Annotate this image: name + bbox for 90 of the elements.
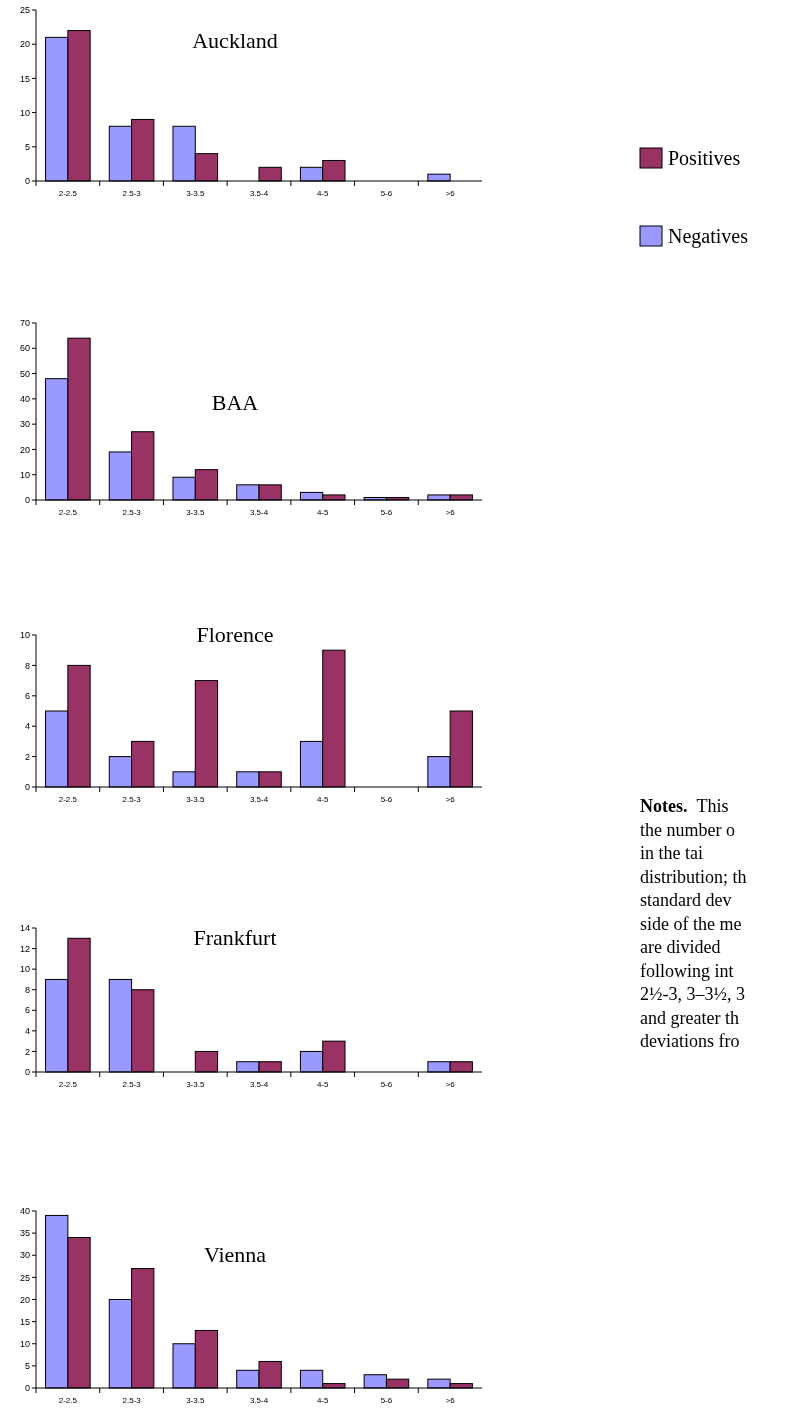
y-tick-label: 40 bbox=[19, 394, 30, 405]
y-tick-label: 8 bbox=[24, 984, 30, 995]
x-tick-label: 3.5-4 bbox=[249, 189, 269, 198]
y-tick-label: 0 bbox=[24, 782, 30, 793]
chart-title: Florence bbox=[196, 622, 274, 647]
x-tick-label: 2-2.5 bbox=[58, 795, 78, 804]
legend-label: Positives bbox=[668, 147, 741, 169]
text: distribution; th bbox=[640, 866, 747, 887]
x-tick-label: 4-5 bbox=[316, 1080, 330, 1089]
y-tick-label: 14 bbox=[19, 923, 30, 934]
x-tick-label: >6 bbox=[445, 189, 456, 198]
y-tick-label: 40 bbox=[19, 1206, 30, 1217]
text: deviations fro bbox=[640, 1031, 740, 1051]
text: and greater th bbox=[640, 1007, 739, 1028]
y-tick-label: 0 bbox=[24, 1383, 30, 1394]
text: side of the me bbox=[640, 913, 742, 934]
x-tick-label: >6 bbox=[445, 795, 456, 804]
y-tick-label: 70 bbox=[19, 318, 30, 329]
y-tick-label: 20 bbox=[19, 444, 30, 455]
x-tick-label: 2.5-3 bbox=[122, 1080, 142, 1089]
x-tick-label: 5-6 bbox=[380, 1080, 393, 1089]
y-tick-label: 12 bbox=[19, 943, 30, 954]
y-tick-label: 25 bbox=[19, 1272, 30, 1283]
x-tick-label: 2-2.5 bbox=[58, 1080, 78, 1089]
y-tick-label: 5 bbox=[24, 1361, 30, 1372]
text: are divided bbox=[640, 937, 721, 957]
y-tick-label: 25 bbox=[19, 5, 30, 16]
y-tick-label: 10 bbox=[19, 964, 30, 975]
legend-label: Negatives bbox=[668, 225, 749, 248]
text: Notes. This bbox=[640, 796, 729, 816]
y-tick-label: 4 bbox=[24, 721, 30, 732]
text: in the tai bbox=[640, 843, 703, 863]
y-tick-label: 2 bbox=[24, 751, 30, 762]
y-tick-label: 6 bbox=[24, 1005, 30, 1016]
x-tick-label: 3-3.5 bbox=[186, 795, 205, 804]
y-tick-label: 15 bbox=[19, 1316, 30, 1327]
y-tick-label: 10 bbox=[19, 107, 30, 118]
chart-title: Frankfurt bbox=[193, 925, 277, 950]
y-tick-label: 15 bbox=[19, 73, 30, 84]
y-tick-label: 20 bbox=[19, 1294, 30, 1305]
y-tick-label: 10 bbox=[19, 630, 30, 641]
text: following int bbox=[640, 960, 734, 981]
x-tick-label: 4-5 bbox=[316, 189, 330, 198]
x-tick-label: 3.5-4 bbox=[249, 508, 269, 517]
x-tick-label: 4-5 bbox=[316, 1396, 330, 1405]
text: standard dev bbox=[640, 890, 732, 910]
y-tick-label: 0 bbox=[24, 176, 30, 187]
x-tick-label: 5-6 bbox=[380, 795, 393, 804]
y-tick-label: 6 bbox=[24, 690, 30, 701]
text: BAA bbox=[211, 390, 259, 415]
y-tick-label: 4 bbox=[24, 1026, 30, 1037]
x-tick-label: 2-2.5 bbox=[58, 508, 78, 517]
y-tick-label: 0 bbox=[24, 495, 30, 506]
y-tick-label: 35 bbox=[19, 1228, 30, 1239]
y-tick-label: 50 bbox=[19, 368, 30, 379]
y-tick-label: 5 bbox=[24, 141, 30, 152]
x-tick-label: 3-3.5 bbox=[186, 189, 205, 198]
y-tick-label: 2 bbox=[24, 1046, 30, 1057]
x-tick-label: >6 bbox=[445, 508, 456, 517]
y-tick-label: 8 bbox=[24, 660, 30, 671]
y-tick-label: 20 bbox=[19, 39, 30, 50]
text: Auckland bbox=[192, 28, 278, 53]
x-tick-label: 3.5-4 bbox=[249, 1080, 269, 1089]
x-tick-label: 4-5 bbox=[316, 508, 330, 517]
x-tick-label: 3-3.5 bbox=[186, 1080, 205, 1089]
y-tick-label: 30 bbox=[19, 1250, 30, 1261]
text: 2½-3, 3–3½, 3 bbox=[640, 984, 745, 1004]
x-tick-label: 5-6 bbox=[380, 189, 393, 198]
x-tick-label: 2.5-3 bbox=[122, 1396, 142, 1405]
y-tick-label: 60 bbox=[19, 343, 30, 354]
y-tick-label: 10 bbox=[19, 1338, 30, 1349]
x-tick-label: >6 bbox=[445, 1080, 456, 1089]
x-tick-label: 3-3.5 bbox=[186, 1396, 205, 1405]
text: Vienna bbox=[203, 1242, 267, 1267]
x-tick-label: 2.5-3 bbox=[122, 508, 142, 517]
y-tick-label: 0 bbox=[24, 1067, 30, 1078]
y-tick-label: 30 bbox=[19, 419, 30, 430]
x-tick-label: >6 bbox=[445, 1396, 456, 1405]
text: the number o bbox=[640, 819, 735, 840]
x-tick-label: 2.5-3 bbox=[122, 795, 142, 804]
y-tick-label: 10 bbox=[19, 469, 30, 480]
x-tick-label: 4-5 bbox=[316, 795, 330, 804]
x-tick-label: 2-2.5 bbox=[58, 189, 78, 198]
x-tick-label: 3-3.5 bbox=[186, 508, 205, 517]
x-tick-label: 2-2.5 bbox=[58, 1396, 78, 1405]
x-tick-label: 2.5-3 bbox=[122, 189, 142, 198]
x-tick-label: 5-6 bbox=[380, 1396, 393, 1405]
x-tick-label: 3.5-4 bbox=[249, 1396, 269, 1405]
x-tick-label: 3.5-4 bbox=[249, 795, 269, 804]
x-tick-label: 5-6 bbox=[380, 508, 393, 517]
